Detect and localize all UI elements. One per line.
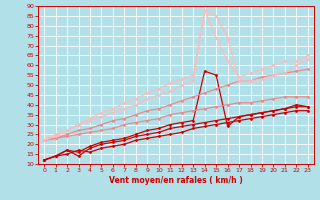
X-axis label: Vent moyen/en rafales ( km/h ): Vent moyen/en rafales ( km/h ) bbox=[109, 176, 243, 185]
